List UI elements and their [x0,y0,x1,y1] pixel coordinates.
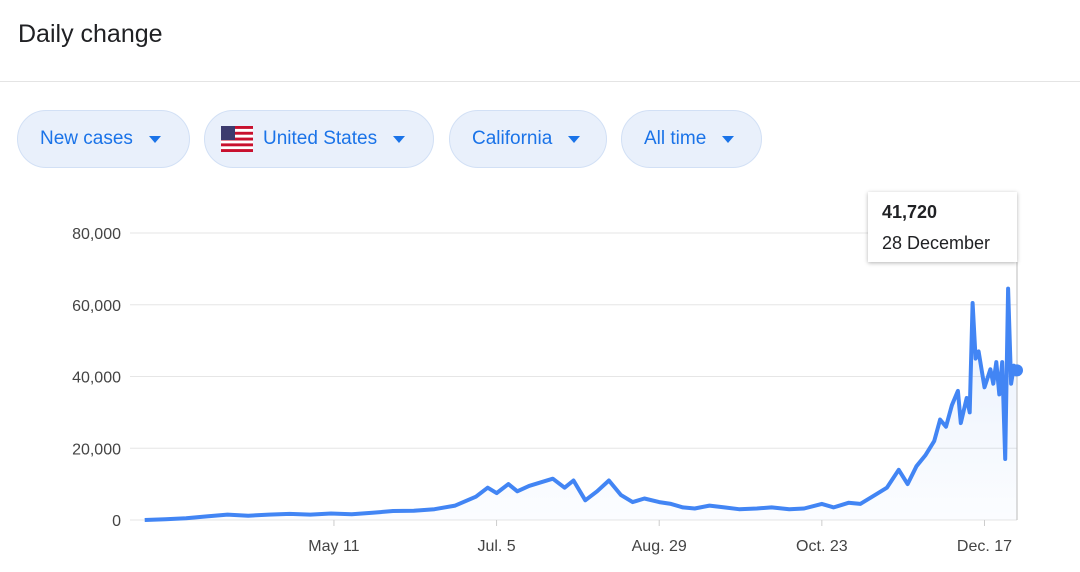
country-chip[interactable]: United States [204,110,434,168]
x-tick-label: Dec. 17 [957,538,1012,555]
x-tick-label: May 11 [308,538,359,555]
tooltip: 41,720 28 December [868,192,1017,262]
period-chip[interactable]: All time [621,110,762,168]
chip-label: New cases [40,128,133,149]
hover-point [1011,364,1023,377]
chip-label: California [472,128,553,149]
caret [568,135,581,143]
caret [148,135,161,143]
line [144,286,1019,522]
metric-chip[interactable]: New cases [17,110,190,168]
tooltip-value: 41,720 [882,202,938,222]
chip-label: United States [263,128,378,149]
x-tick-label: Jul. 5 [477,538,515,555]
divider [0,81,1080,82]
y-tick-label: 40,000 [72,370,121,387]
x-tick-label: Oct. 23 [796,538,848,555]
x-tick-label: Aug. 29 [632,538,687,555]
caret [722,135,735,143]
caret [393,135,406,143]
area [144,288,1017,520]
region-chip[interactable]: California [449,110,607,168]
tooltip-date: 28 December [882,233,991,253]
y-tick-label: 0 [112,513,121,530]
y-tick-label: 60,000 [72,298,121,315]
y-tick-label: 80,000 [72,226,121,243]
flag-icon [221,126,253,152]
page-title: Daily change [18,20,163,48]
chip-label: All time [644,128,707,149]
y-tick-label: 20,000 [72,441,121,458]
